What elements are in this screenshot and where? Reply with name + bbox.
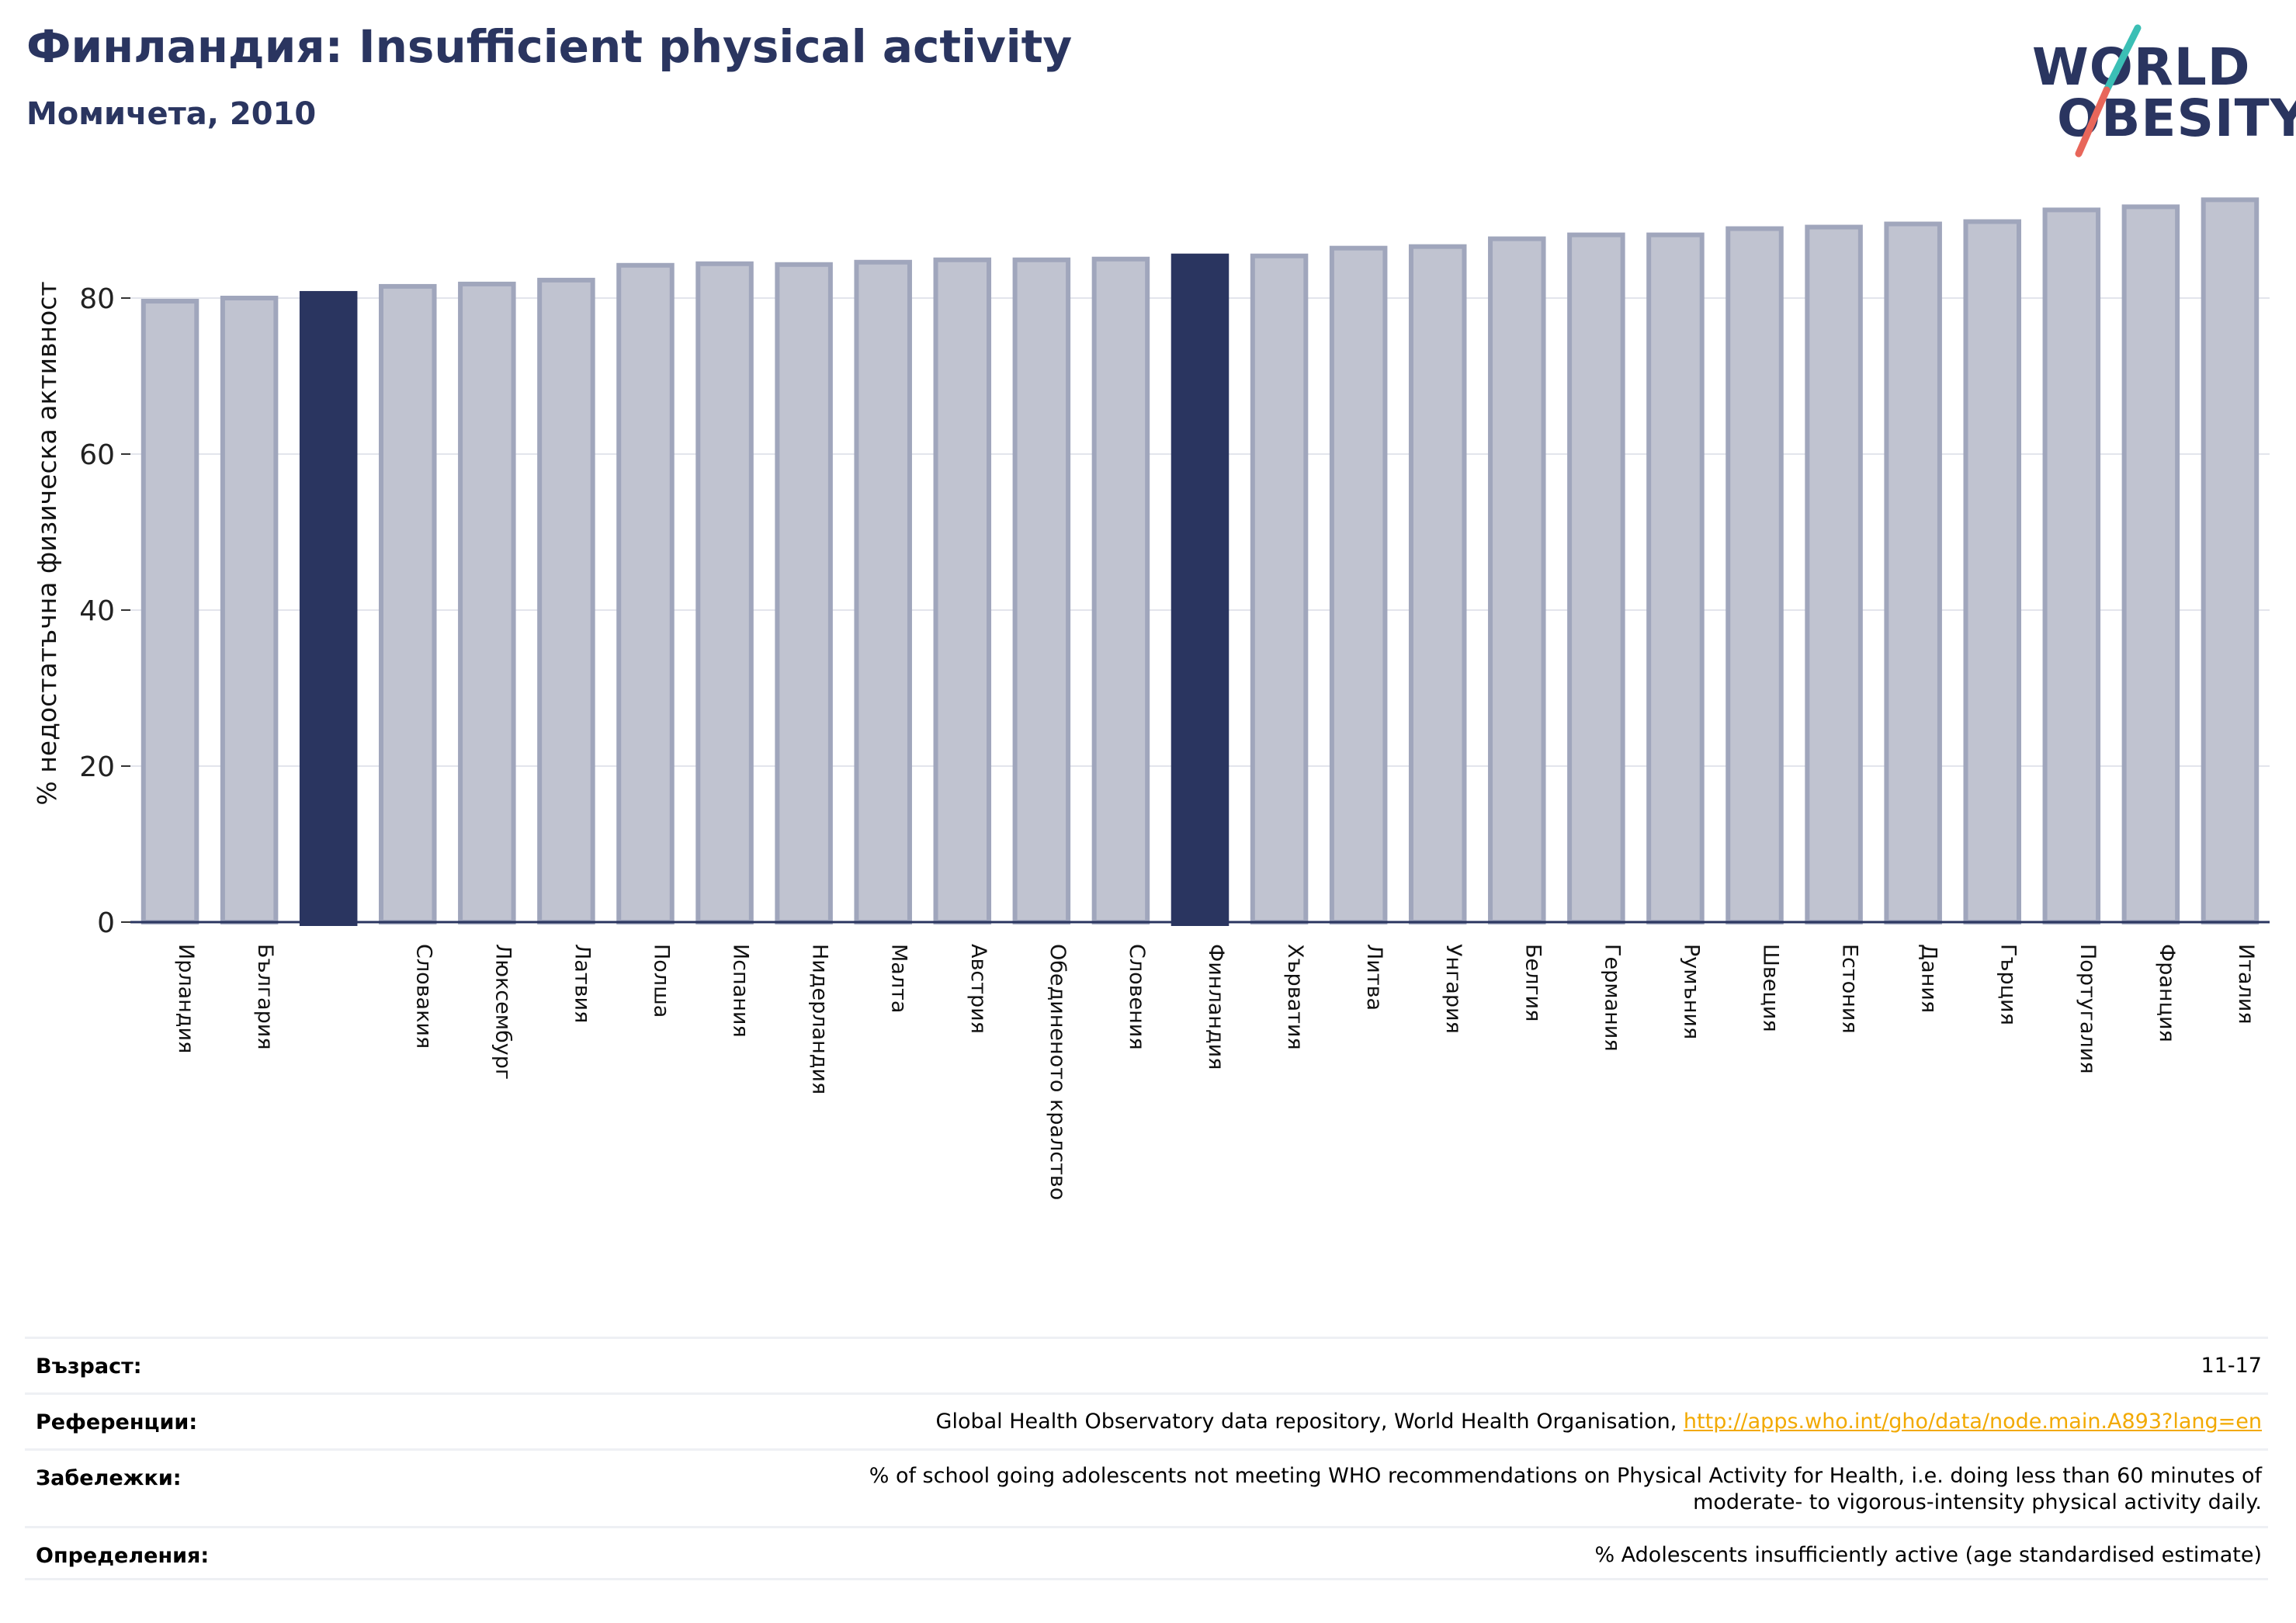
meta-age-label: Възраст: (36, 1354, 142, 1379)
meta-definitions-label: Определения: (36, 1544, 210, 1568)
meta-row-notes: Забележки: % of school going adolescents… (25, 1448, 2268, 1526)
labels: 0 20 40 60 80 Ирландия България Словакия Люксемб… (32, 281, 2258, 1200)
x-tick-label: Нидерландия (808, 944, 832, 1094)
x-tick-label: Литва (1362, 944, 1386, 1011)
y-axis-label: % недостатъчна физическа активност (32, 281, 62, 805)
meta-row-age: Възраст: 11-17 (25, 1337, 2268, 1392)
meta-notes-line1: % of school going adolescents not meetin… (869, 1464, 2262, 1488)
x-tick-label: Малта (887, 944, 911, 1013)
x-tick-label: Люксембург (491, 944, 515, 1080)
world-obesity-logo: WORLD OBESITY (2018, 22, 2296, 161)
x-tick-label: Унгария (1441, 944, 1465, 1034)
x-tick-label: Обединеното кралство (1046, 944, 1070, 1200)
page-subtitle: Момичета, 2010 (26, 96, 317, 132)
x-tick-label: Естония (1838, 944, 1862, 1034)
meta-notes-value: % of school going adolescents not meetin… (869, 1463, 2262, 1516)
logo-text-line1: WORLD (2032, 37, 2251, 97)
bar (616, 262, 675, 925)
x-tick-label: Словения (1125, 944, 1149, 1050)
bar (458, 281, 516, 925)
bar (1250, 253, 1309, 925)
bar (695, 261, 754, 924)
y-tick-label: 80 (79, 283, 115, 315)
bar (1091, 256, 1150, 924)
bar (379, 283, 437, 924)
y-tick-label: 40 (79, 595, 115, 627)
bar (140, 299, 199, 924)
x-tick-label: Германия (1600, 944, 1624, 1052)
x-tick-label: Румъния (1679, 944, 1703, 1039)
axes (121, 297, 2270, 924)
meta-definitions-value: % Adolescents insufficiently active (age… (1594, 1543, 2262, 1567)
meta-notes-line2: moderate- to vigorous-intensity physical… (1693, 1490, 2262, 1514)
bar (854, 259, 912, 924)
metadata-table: Възраст: 11-17 Референции: Global Health… (25, 1337, 2268, 1580)
bar-highlighted (1171, 253, 1230, 927)
x-tick-label: Гърция (1996, 944, 2020, 1025)
bar (1963, 219, 2021, 924)
bar (1805, 224, 1863, 925)
y-tick-label: 0 (97, 907, 115, 939)
x-tick-label: Испания (729, 944, 753, 1038)
bar (933, 257, 992, 924)
bar-chart: 0 20 40 60 80 Ирландия България Словакия Люксемб… (32, 197, 2270, 1200)
x-tick-label: Ирландия (174, 944, 198, 1053)
x-tick-label: Франция (2155, 944, 2179, 1042)
bar-highlighted (299, 290, 358, 927)
bar (775, 262, 833, 925)
x-tick-label: Австрия (966, 944, 990, 1034)
bar (1646, 232, 1705, 925)
bar (1012, 257, 1071, 924)
x-tick-label: Латвия (570, 944, 594, 1023)
bar (1329, 245, 1388, 924)
x-tick-label: Италия (2234, 944, 2258, 1025)
x-tick-label: Швеция (1759, 944, 1783, 1032)
bar (1567, 232, 1625, 925)
x-tick-label: Финландия (1204, 944, 1228, 1070)
logo-slash-icon (2075, 24, 2142, 158)
bar (2121, 204, 2180, 925)
bar (1884, 221, 1942, 924)
page-title: Финландия: Insufficient physical activit… (26, 20, 1073, 73)
y-tick-label: 60 (79, 439, 115, 471)
meta-row-references: Референции: Global Health Observatory da… (25, 1392, 2268, 1448)
meta-age-value: 11-17 (2201, 1354, 2262, 1378)
bar (1725, 226, 1784, 924)
x-tick-label: Словакия (411, 944, 435, 1049)
bar (1408, 244, 1467, 925)
y-tick-label: 20 (79, 751, 115, 783)
x-tick-label: Дания (1917, 944, 1941, 1013)
meta-row-definitions: Определения: % Adolescents insufficientl… (25, 1526, 2268, 1580)
bar (2201, 197, 2260, 924)
bar (537, 277, 595, 924)
bars (140, 197, 2260, 927)
bar (220, 296, 279, 924)
x-tick-label: Хърватия (1283, 944, 1307, 1050)
x-tick-label: Полша (649, 944, 673, 1018)
x-tick-label: България (253, 944, 277, 1050)
x-tick-label: Белгия (1521, 944, 1545, 1021)
bar (2042, 207, 2101, 924)
meta-references-value: Global Health Observatory data repositor… (936, 1409, 2262, 1435)
meta-references-label: Референции: (36, 1410, 198, 1434)
x-tick-label: Португалия (2076, 944, 2100, 1073)
bar (1488, 236, 1546, 924)
references-link[interactable]: http://apps.who.int/gho/data/node.main.A… (1683, 1410, 2262, 1434)
meta-references-text: Global Health Observatory data repositor… (935, 1410, 1684, 1434)
meta-notes-label: Забележки: (36, 1466, 182, 1490)
